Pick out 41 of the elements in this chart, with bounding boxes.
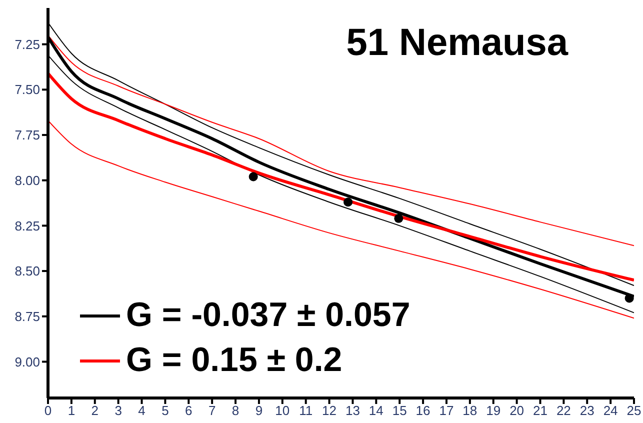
x-tick-label: 15 bbox=[392, 403, 407, 418]
x-tick-label: 25 bbox=[626, 403, 642, 418]
x-tick-label: 3 bbox=[114, 403, 122, 418]
x-tick-label: 4 bbox=[138, 403, 146, 418]
y-tick-label: 7.75 bbox=[14, 128, 40, 143]
x-tick-label: 22 bbox=[556, 403, 571, 418]
legend-label: G = -0.037 ± 0.057 bbox=[126, 296, 410, 335]
x-tick-label: 23 bbox=[580, 403, 594, 418]
point bbox=[248, 172, 258, 182]
x-tick-label: 10 bbox=[275, 403, 290, 418]
x-tick-label: 0 bbox=[44, 403, 52, 418]
x-tick-label: 6 bbox=[185, 403, 192, 418]
point bbox=[394, 214, 404, 223]
x-tick-label: 11 bbox=[299, 403, 313, 418]
x-tick-label: 7 bbox=[208, 403, 216, 418]
x-tick-label: 19 bbox=[486, 403, 501, 418]
y-tick-label: 8.50 bbox=[14, 264, 40, 279]
x-tick-label: 17 bbox=[439, 403, 454, 418]
chart-title: 51 Nemausa bbox=[346, 22, 568, 65]
x-tick-label: 21 bbox=[533, 403, 548, 418]
x-tick-label: 18 bbox=[462, 403, 478, 418]
y-tick-label: 8.00 bbox=[14, 172, 40, 188]
legend-label: G = 0.15 ± 0.2 bbox=[126, 341, 342, 380]
x-tick-label: 20 bbox=[510, 403, 524, 418]
x-tick-label: 1 bbox=[68, 403, 76, 418]
x-tick-label: 14 bbox=[368, 403, 384, 418]
y-tick-label: 9.00 bbox=[14, 354, 40, 370]
line-series bbox=[48, 72, 634, 282]
y-tick-label: 8.25 bbox=[14, 218, 40, 234]
x-tick-label: 16 bbox=[416, 403, 430, 418]
x-tick-label: 12 bbox=[322, 403, 337, 418]
x-tick-label: 2 bbox=[91, 403, 98, 418]
y-tick-label: 7.25 bbox=[14, 36, 40, 52]
point bbox=[344, 198, 353, 207]
x-tick-label: 8 bbox=[232, 403, 240, 418]
y-tick-label: 7.50 bbox=[14, 82, 40, 98]
x-tick-label: 5 bbox=[162, 403, 169, 418]
y-tick-label: 8.75 bbox=[14, 308, 40, 324]
x-tick-label: 13 bbox=[345, 403, 360, 418]
x-tick-label: 9 bbox=[255, 403, 263, 418]
x-tick-label: 24 bbox=[603, 403, 618, 418]
